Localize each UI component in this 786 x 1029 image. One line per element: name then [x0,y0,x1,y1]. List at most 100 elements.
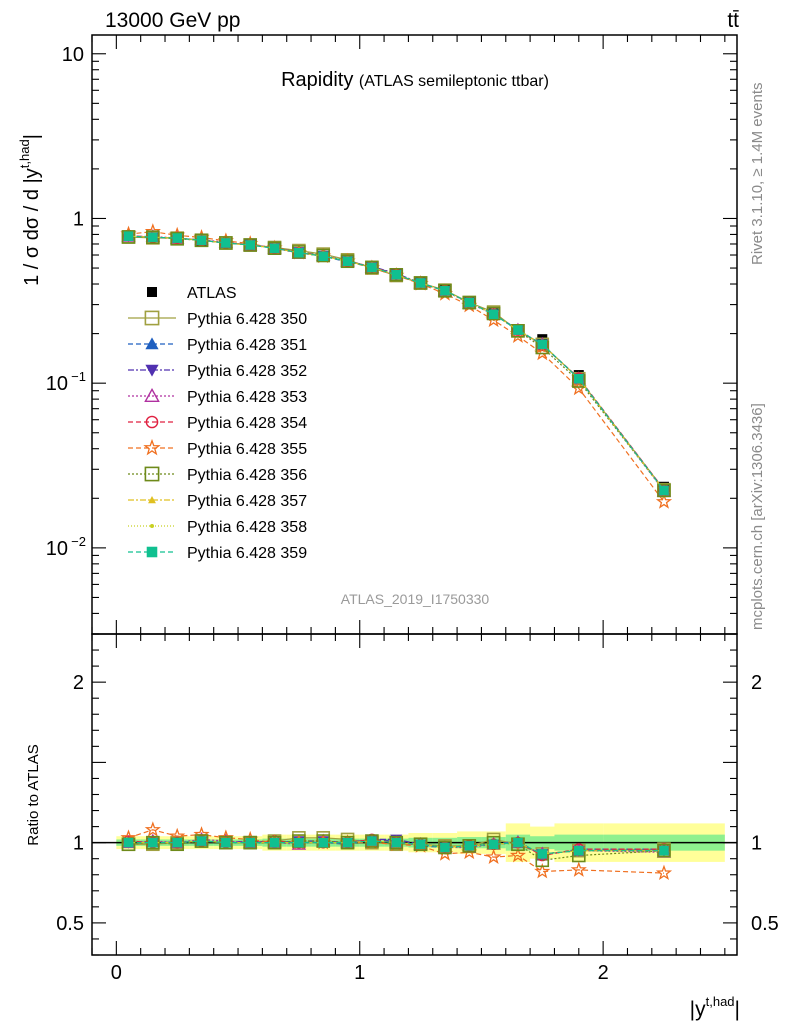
main-point [269,243,280,253]
ratio-y-tick-label-right: 0.5 [751,913,779,935]
ratio-point [413,837,428,852]
ratio-y-tick-label-right: 1 [751,833,762,855]
ratio-point [391,837,402,848]
ratio-point [488,839,499,850]
main-point [342,256,353,267]
legend-marker [144,310,160,326]
main-point [440,286,450,296]
ratio-point [513,837,523,848]
main-point [294,247,304,258]
main-point [221,238,231,248]
main-point [267,241,282,255]
legend: ATLAS Pythia 6.428 350 Pythia 6.428 351 Pyt… [128,285,307,562]
legend-label: Pythia 6.428 350 [187,311,307,328]
x-tick-label: 2 [598,962,609,984]
main-point [391,269,402,280]
ratio-ylabel: Ratio to ATLAS [25,744,42,845]
legend-marker [148,496,156,504]
x-tick-label: 0 [111,962,122,984]
plot-title: Rapidity (ATLAS semileptonic ttbar) [281,69,549,91]
ratio-point [573,845,584,856]
ratio-point [144,821,161,837]
legend-marker-atlas [147,287,157,297]
main-point [659,485,669,496]
ratio-series-line [128,840,664,855]
main-point [537,339,548,350]
main-point [413,276,428,290]
legend-marker [145,415,159,429]
ratio-y-tick-label: 0.5 [56,913,84,935]
main-point [486,306,501,321]
ratio-point [655,864,673,881]
legend-marker [145,364,159,377]
main-point [438,284,452,298]
main-point [389,267,404,282]
legend-marker [144,466,160,482]
legend-label: Pythia 6.428 352 [187,363,307,380]
ratio-point [148,837,158,848]
ratio-point [509,846,527,863]
legend-label: Pythia 6.428 357 [187,493,307,510]
main-point [415,278,426,288]
main-point [123,231,134,242]
ratio-point [534,863,551,879]
ratio-point [464,841,475,851]
x-axis-label-prefix: |y [690,998,706,1021]
ratio-point [294,837,304,848]
legend-label-atlas: ATLAS [187,285,237,302]
main-ylabel: 1 / σ dσ / d |yt,had| [17,134,43,286]
ratio-point [659,845,669,856]
main-point [511,324,525,338]
x-axis-label-suffix: | [735,998,740,1021]
main-ylabel-suffix: | [21,134,43,139]
main-point [367,262,377,273]
legend-label: Pythia 6.428 353 [187,389,307,406]
ratio-point [269,837,280,848]
main-y-tick-exponent: −2 [71,534,86,549]
x-axis-label: |yt,had| [690,994,740,1021]
main-point [657,483,671,498]
energy-label: 13000 GeV pp [105,9,240,32]
ratio-point [440,842,450,853]
main-y-tick-label: 10 [62,44,84,66]
legend-label: Pythia 6.428 358 [187,519,307,536]
process-label: tt̄ [727,9,739,32]
main-point [655,493,673,509]
ratio-point [196,836,207,846]
ratio-point [318,837,329,848]
main-point [573,373,584,384]
main-y-tick-label: 10 [46,373,68,395]
main-point [245,240,256,250]
legend-label: Pythia 6.428 354 [187,415,307,432]
ratio-point [245,837,256,848]
x-axis-label-sup: t,had [706,994,735,1009]
legend-marker [146,546,158,558]
main-point [196,235,207,246]
ratio-y-tick-label-right: 2 [751,672,762,694]
main-y-tick-exponent: −1 [71,369,86,384]
legend-marker [143,438,161,456]
legend-label: Pythia 6.428 351 [187,337,307,354]
legend-marker [144,387,160,402]
ratio-point [415,839,426,850]
analysis-id: ATLAS_2019_I1750330 [341,591,490,607]
ratio-y-tick-label: 1 [73,833,84,855]
x-tick-label: 1 [354,962,365,984]
ratio-point [342,837,353,848]
plot-title-sub: (ATLAS semileptonic ttbar) [359,73,549,90]
ratio-point [123,837,134,848]
rivet-label: Rivet 3.1.10, ≥ 1.4M events [749,83,766,266]
mcplots-label: mcplots.cern.ch [arXiv:1306.3436] [749,403,766,630]
ratio-point [367,836,377,846]
main-point [462,295,477,310]
ratio-point [221,837,231,848]
main-point [513,325,523,335]
ratio-point [485,848,502,864]
legend-marker [145,337,159,350]
main-point [219,236,233,250]
main-point [365,260,379,275]
ratio-point [172,837,182,848]
main-ylabel-sup: t,had [17,139,32,168]
